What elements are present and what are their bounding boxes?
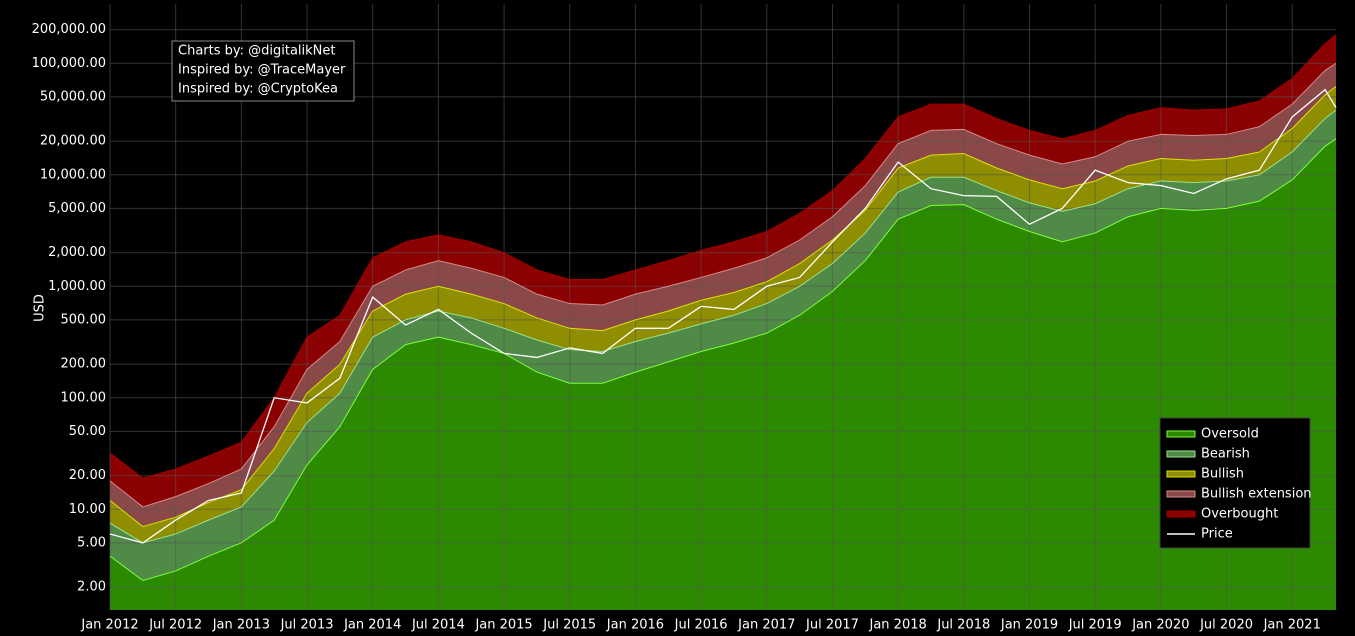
y-tick-label: 500.00 <box>61 312 107 327</box>
y-tick-label: 1,000.00 <box>48 279 106 294</box>
legend-label: Price <box>1201 527 1233 542</box>
band-edge <box>109 138 1337 582</box>
y-tick-label: 10.00 <box>69 502 106 517</box>
x-tick-label: Jul 2018 <box>936 618 990 633</box>
y-tick-label: 2,000.00 <box>48 245 106 260</box>
y-tick-label: 20.00 <box>69 468 106 483</box>
legend-swatch <box>1166 430 1196 438</box>
y-tick-label: 50,000.00 <box>40 89 106 104</box>
x-tick-label: Jul 2012 <box>148 618 202 633</box>
x-tick-label: Jan 2015 <box>474 618 532 633</box>
x-tick-label: Jan 2019 <box>1000 618 1058 633</box>
legend-label: Overbought <box>1201 507 1278 522</box>
x-tick-label: Jan 2014 <box>343 618 401 633</box>
x-tick-label: Jul 2020 <box>1199 618 1253 633</box>
legend-swatch <box>1166 490 1196 498</box>
x-tick-label: Jul 2013 <box>280 618 334 633</box>
price-line <box>109 88 1337 544</box>
band-edge <box>109 109 1337 544</box>
legend-swatch <box>1166 510 1196 518</box>
legend-label: Bearish <box>1201 447 1250 462</box>
x-tick-label: Jan 2013 <box>212 618 270 633</box>
y-tick-label: 5,000.00 <box>48 201 106 216</box>
band-edge <box>109 86 1337 528</box>
y-tick-label: 5.00 <box>77 535 106 550</box>
legend-label: Oversold <box>1201 427 1259 442</box>
x-tick-label: Jan 2021 <box>1263 618 1321 633</box>
annotation-box: Charts by: @digitalikNet Inspired by: @T… <box>171 40 355 102</box>
legend-frame <box>1159 417 1311 549</box>
x-tick-label: Jan 2012 <box>80 618 138 633</box>
y-tick-label: 2.00 <box>77 580 106 595</box>
y-tick-label: 20,000.00 <box>40 134 106 149</box>
annotation-line: Inspired by: @CryptoKea <box>178 82 338 97</box>
legend-swatch <box>1166 450 1196 458</box>
x-tick-label: Jul 2015 <box>542 618 596 633</box>
x-tick-label: Jan 2016 <box>606 618 664 633</box>
x-tick-label: Jul 2017 <box>805 618 859 633</box>
y-tick-label: 50.00 <box>69 424 106 439</box>
band-edge <box>109 62 1337 508</box>
x-tick-label: Jul 2014 <box>411 618 465 633</box>
y-axis-title: USD <box>33 294 48 322</box>
legend-label: Bullish <box>1201 467 1244 482</box>
y-tick-label: 100.00 <box>61 390 107 405</box>
x-tick-label: Jan 2018 <box>869 618 927 633</box>
y-tick-label: 10,000.00 <box>40 167 106 182</box>
x-tick-label: Jan 2017 <box>737 618 795 633</box>
annotation-line: Charts by: @digitalikNet <box>178 44 336 59</box>
plot-area <box>109 4 1337 610</box>
legend-swatch <box>1166 470 1196 478</box>
x-tick-label: Jul 2019 <box>1068 618 1122 633</box>
y-tick-label: 200,000.00 <box>32 22 106 37</box>
annotation-line: Inspired by: @TraceMayer <box>178 63 346 78</box>
x-tick-label: Jan 2020 <box>1131 618 1189 633</box>
y-tick-label: 200.00 <box>61 357 107 372</box>
band-edge <box>109 34 1337 479</box>
y-tick-label: 100,000.00 <box>32 56 106 71</box>
annotation-frame <box>171 40 355 102</box>
legend: Oversold Bearish Bullish Bullish extension O… <box>1159 417 1312 549</box>
legend-label: Bullish extension <box>1201 487 1312 502</box>
x-tick-label: Jul 2016 <box>674 618 728 633</box>
